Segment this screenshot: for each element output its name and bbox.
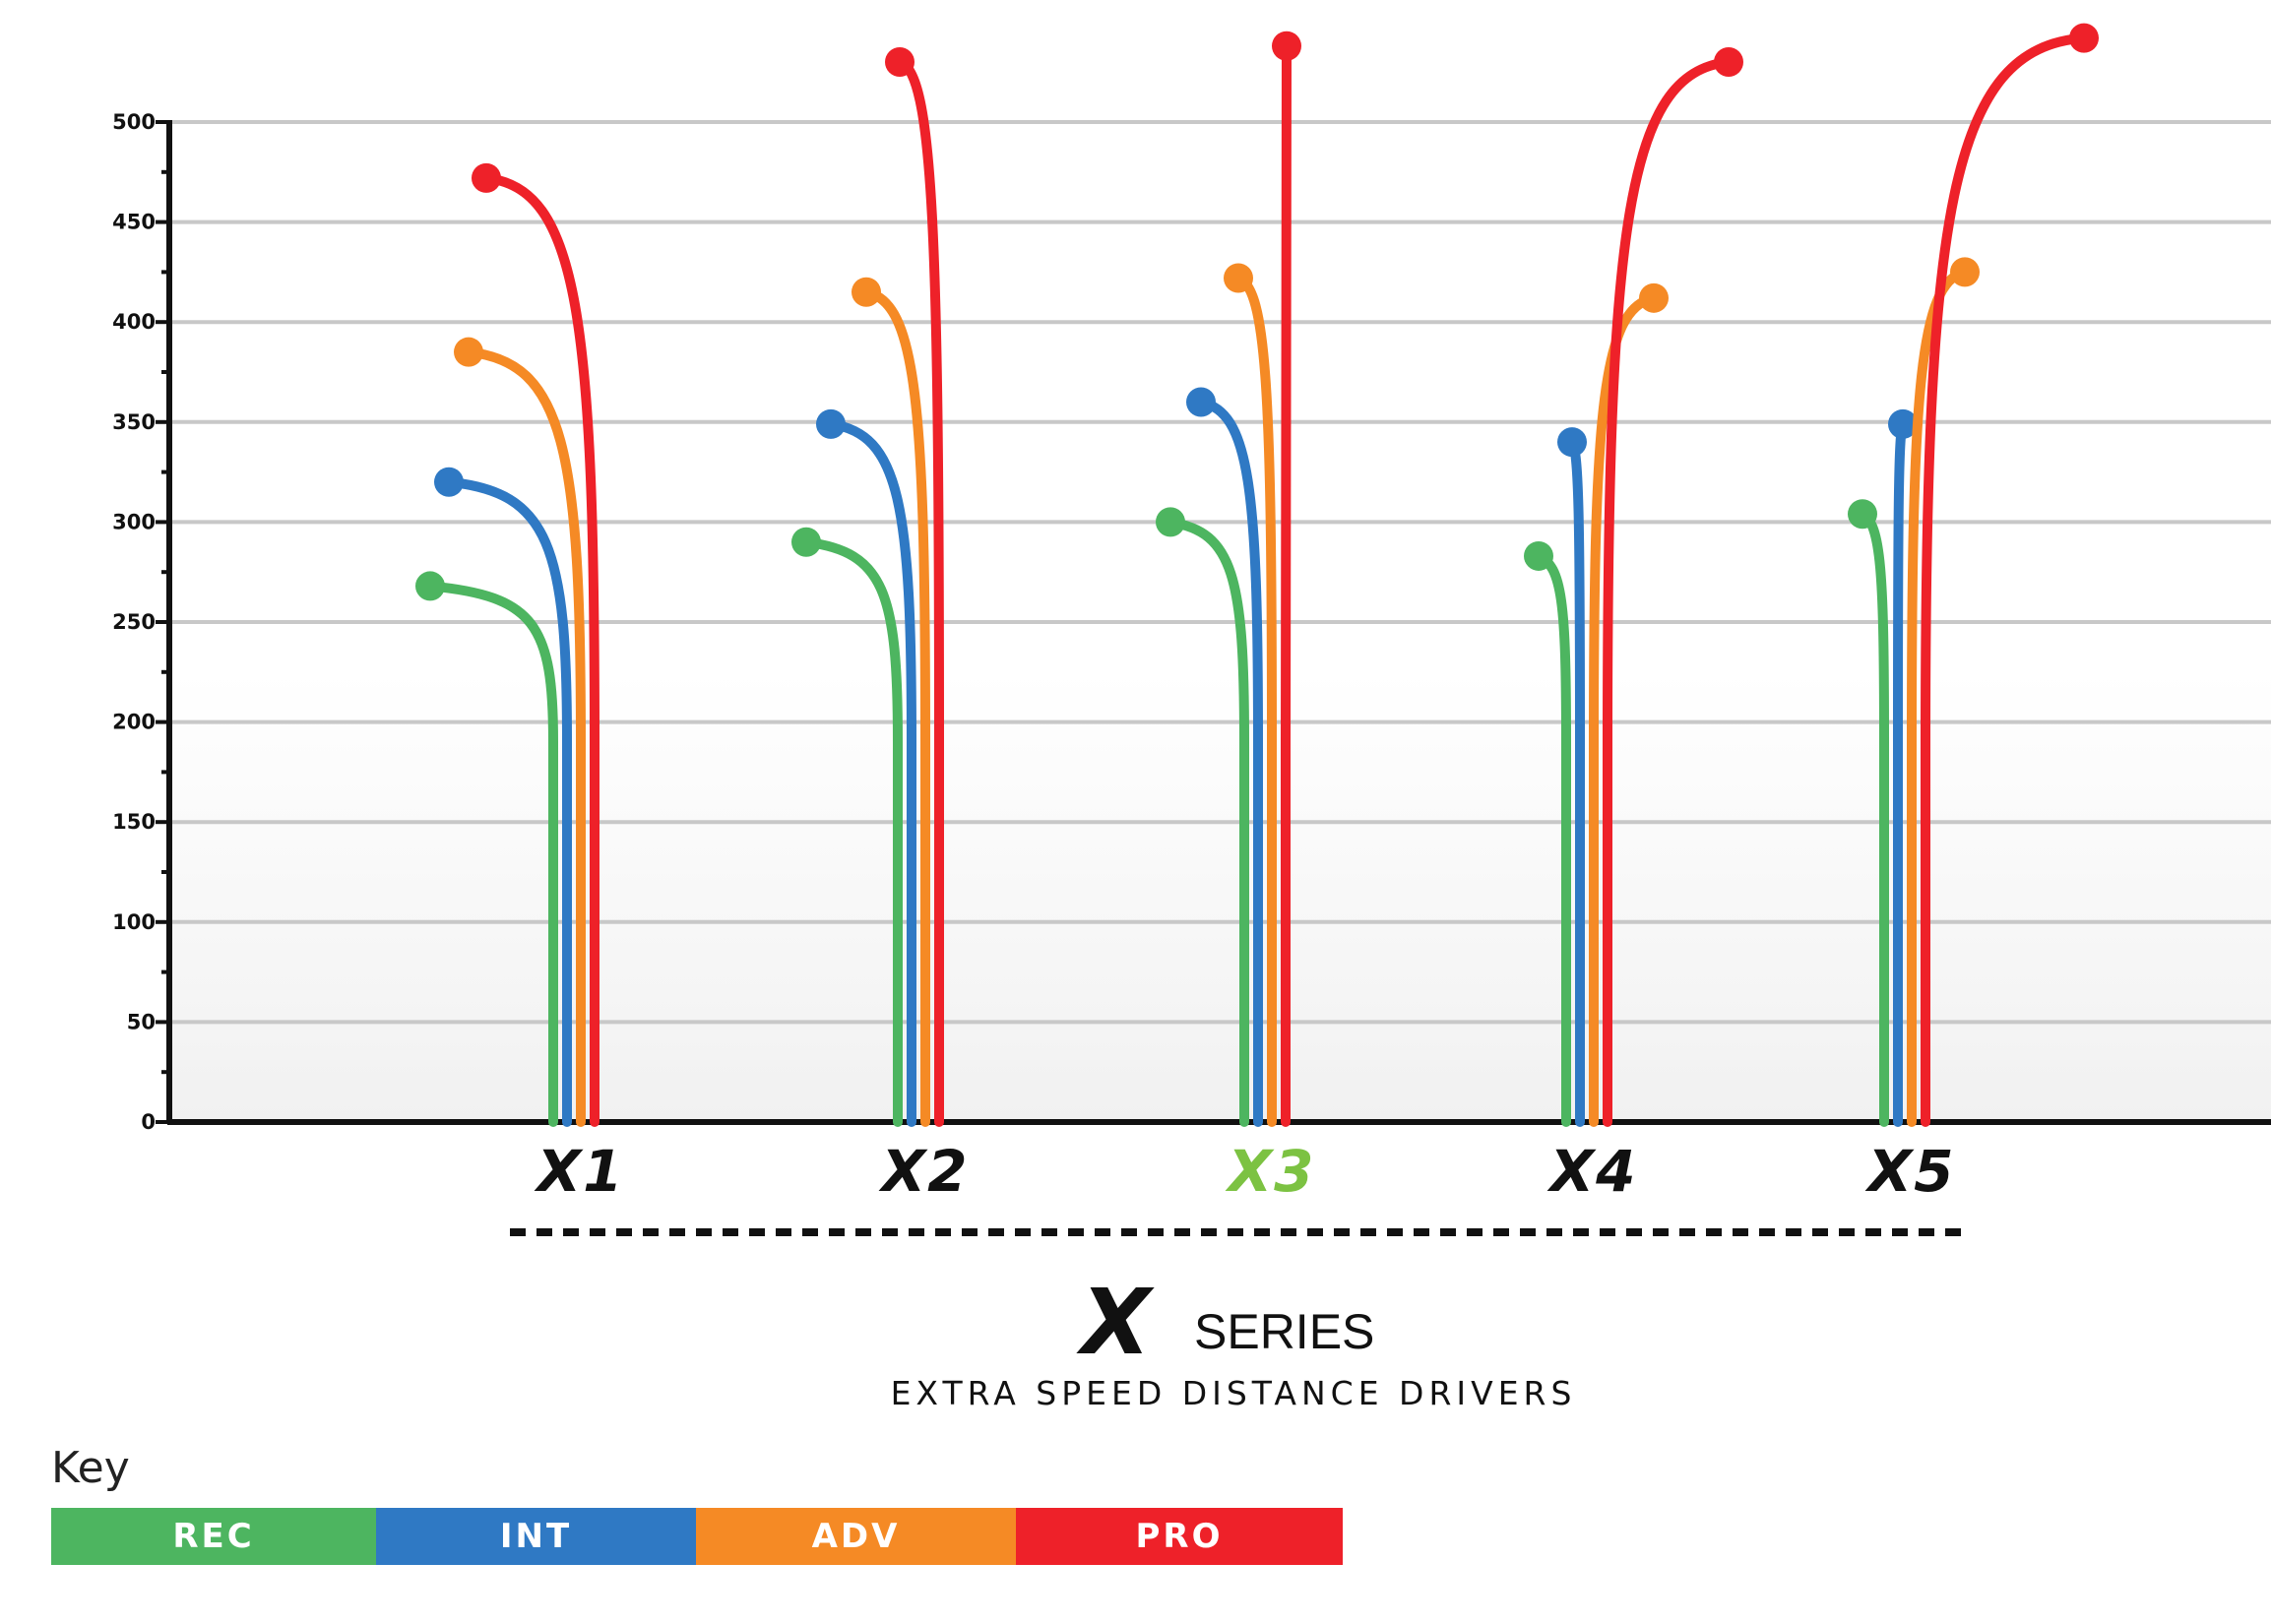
landing-point-x1-int: [434, 467, 464, 497]
y-tick-label: 200: [112, 711, 156, 734]
landing-point-x2-pro: [885, 47, 915, 78]
disc-label-x4: X4: [1546, 1138, 1637, 1205]
landing-point-x1-pro: [472, 162, 501, 193]
y-tick-label: 350: [112, 410, 156, 434]
flight-paths: [415, 23, 2099, 1127]
landing-point-x2-adv: [852, 277, 881, 307]
flight-path-x3-pro: [1281, 40, 1292, 1127]
disc-label-x3: X3: [1225, 1138, 1315, 1205]
landing-point-x3-pro: [1272, 31, 1301, 61]
landing-point-x4-pro: [1714, 47, 1743, 78]
flight-path-x2-adv: [861, 286, 930, 1127]
flight-path-x3-adv: [1233, 273, 1277, 1127]
landing-point-x1-rec: [415, 571, 445, 601]
landing-point-x5-rec: [1848, 499, 1877, 530]
flight-path-x1-int: [444, 476, 572, 1127]
landing-point-x3-int: [1186, 387, 1216, 417]
disc-label-x5: X5: [1864, 1138, 1955, 1205]
key-title: Key: [51, 1443, 130, 1493]
brand-subtitle: EXTRA SPEED DISTANCE DRIVERS: [891, 1374, 1577, 1412]
y-tick-label: 250: [112, 610, 156, 634]
landing-point-x4-int: [1557, 427, 1587, 458]
landing-point-x5-int: [1888, 408, 1918, 439]
key-int: INT: [376, 1508, 696, 1565]
disc-label-x1: X1: [534, 1138, 624, 1205]
landing-point-x2-rec: [791, 527, 821, 557]
flight-path-x4-adv: [1589, 292, 1659, 1127]
landing-point-x4-adv: [1639, 282, 1669, 313]
flight-path-x1-rec: [425, 581, 558, 1127]
flight-path-x2-int: [826, 418, 916, 1127]
y-tick-label: 50: [127, 1010, 156, 1033]
landing-point-x3-rec: [1156, 507, 1185, 537]
landing-point-x4-rec: [1524, 540, 1553, 571]
brand-logo: X SERIES: [1076, 1270, 1374, 1375]
landing-point-x1-adv: [454, 337, 483, 367]
key-rec: REC: [51, 1508, 376, 1565]
key-pro: PRO: [1016, 1508, 1343, 1565]
y-tick-label: 300: [112, 510, 156, 533]
y-tick-label: 100: [112, 910, 156, 934]
flight-path-x1-pro: [481, 172, 599, 1127]
flight-path-x2-rec: [801, 536, 903, 1127]
y-tick-label: 400: [112, 310, 156, 334]
flight-path-x4-pro: [1603, 57, 1734, 1127]
flight-path-x3-rec: [1166, 517, 1249, 1127]
flight-path-x2-pro: [895, 57, 944, 1127]
y-tick-label: 0: [141, 1110, 156, 1134]
flight-path-x5-pro: [1921, 32, 2089, 1127]
landing-point-x2-int: [816, 408, 846, 439]
brand-series-word: SERIES: [1194, 1304, 1374, 1359]
landing-point-x5-adv: [1950, 257, 1980, 287]
y-axis: 0 50 100 150 200 250 300 350 400 450 500: [112, 110, 2271, 1134]
flight-path-x1-adv: [464, 346, 586, 1127]
brand-x-mark: X: [1076, 1270, 1155, 1375]
disc-label-x2: X2: [878, 1138, 969, 1205]
key-adv: ADV: [696, 1508, 1016, 1565]
y-tick-label: 150: [112, 810, 156, 834]
landing-point-x5-pro: [2069, 23, 2099, 53]
key-legend: REC INT ADV PRO: [51, 1508, 1343, 1565]
disc-labels: X1 X2 X3 X4 X5: [534, 1138, 1955, 1205]
flight-path-x3-int: [1196, 397, 1263, 1127]
flight-path-x5-adv: [1907, 267, 1970, 1127]
y-tick-label: 450: [112, 211, 156, 234]
y-tick-label: 500: [112, 110, 156, 134]
landing-point-x3-adv: [1224, 263, 1253, 293]
flight-path-x5-int: [1893, 418, 1908, 1127]
